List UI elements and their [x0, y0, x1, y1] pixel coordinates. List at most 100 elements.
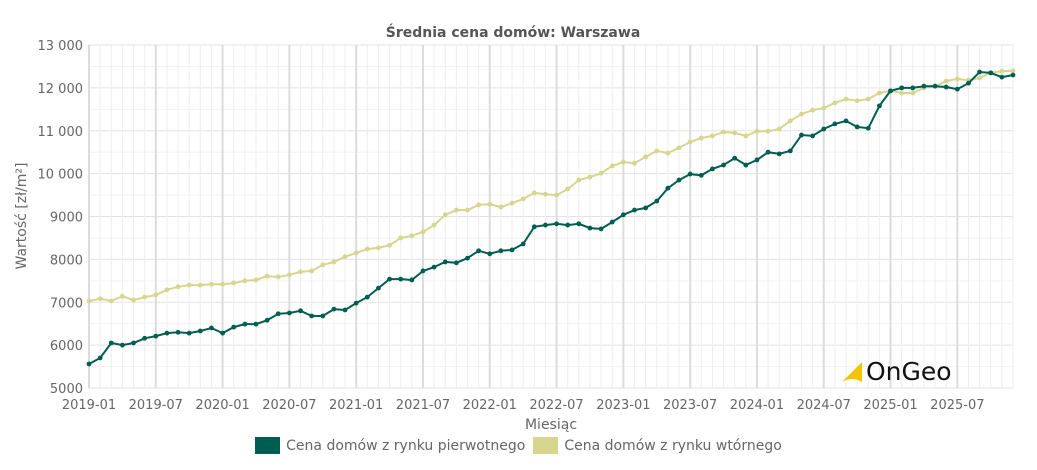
y-tick-label: 12 000 — [38, 82, 84, 97]
data-point — [231, 280, 237, 286]
data-point — [676, 145, 682, 151]
data-point — [409, 277, 415, 283]
data-point — [342, 254, 348, 260]
data-point — [108, 340, 114, 346]
data-point — [732, 130, 738, 136]
data-point — [743, 133, 749, 139]
legend-item-secondary[interactable]: Cena domów z rynku wtórnego — [533, 437, 782, 454]
y-tick-label: 6000 — [50, 339, 83, 354]
data-point — [342, 307, 348, 313]
data-point — [298, 308, 303, 314]
data-point — [776, 126, 782, 132]
legend-label-primary: Cena domów z rynku pierwotnego — [286, 437, 526, 454]
data-point — [598, 170, 604, 176]
data-point — [988, 70, 994, 76]
y-tick-label: 11 000 — [38, 125, 84, 140]
data-point — [587, 225, 593, 231]
data-point — [465, 207, 470, 213]
data-point — [877, 90, 882, 96]
data-point — [376, 245, 381, 251]
data-point — [654, 198, 660, 204]
data-point — [97, 296, 103, 302]
data-point — [520, 196, 526, 202]
data-point — [197, 282, 203, 288]
data-point — [943, 78, 949, 84]
legend-swatch-primary — [255, 437, 281, 454]
data-point — [587, 174, 593, 180]
data-point — [231, 324, 237, 330]
data-point — [131, 340, 136, 346]
data-point — [609, 219, 615, 225]
x-tick-label: 2025-01 — [863, 398, 917, 413]
x-axis-ticks: 2019-01 2019-07 2020-01 2020-07 2021-01 2021-… — [62, 398, 985, 413]
data-point — [498, 204, 504, 210]
data-point — [175, 284, 181, 290]
data-point — [821, 105, 827, 111]
data-point — [197, 328, 203, 334]
ongeo-logo: OnGeo — [840, 357, 952, 386]
data-point — [476, 202, 482, 208]
data-point — [899, 85, 905, 91]
data-point — [286, 310, 292, 316]
data-point — [821, 126, 827, 132]
data-point — [331, 259, 337, 265]
x-tick-label: 2022-01 — [463, 398, 517, 413]
data-point — [97, 355, 103, 361]
data-point — [776, 151, 782, 157]
y-tick-label: 8000 — [50, 253, 83, 268]
legend: Cena domów z rynku pierwotnego Cena domó… — [0, 437, 1037, 454]
data-point — [565, 186, 571, 192]
data-point — [1010, 68, 1016, 74]
data-point — [164, 330, 170, 336]
x-tick-label: 2019-07 — [129, 398, 183, 413]
data-point — [877, 103, 882, 109]
data-point — [387, 242, 392, 248]
data-point — [331, 306, 337, 312]
data-point — [543, 222, 548, 228]
data-point — [398, 276, 404, 282]
y-tick-label: 13 000 — [38, 39, 84, 54]
data-point — [264, 317, 270, 323]
data-point — [765, 128, 771, 134]
x-tick-label: 2022-07 — [529, 398, 583, 413]
data-point — [209, 325, 214, 331]
data-point — [142, 294, 148, 300]
data-point — [431, 264, 437, 270]
data-point — [687, 139, 693, 145]
x-tick-label: 2020-07 — [262, 398, 316, 413]
x-tick-label: 2024-07 — [797, 398, 851, 413]
data-point — [275, 311, 281, 317]
data-point — [732, 155, 738, 161]
series-line — [88, 70, 1014, 365]
data-point — [364, 294, 370, 300]
logo-text: OnGeo — [866, 357, 952, 386]
data-point — [442, 259, 448, 265]
data-point — [754, 128, 760, 134]
data-point — [643, 205, 649, 211]
x-tick-label: 2024-01 — [730, 398, 784, 413]
y-tick-label: 7000 — [50, 296, 83, 311]
data-point — [654, 148, 660, 154]
legend-item-primary[interactable]: Cena domów z rynku pierwotnego — [255, 437, 525, 454]
x-tick-label: 2021-07 — [396, 398, 450, 413]
series-primary — [86, 69, 1016, 367]
data-point — [320, 313, 326, 319]
x-tick-label: 2021-01 — [329, 398, 383, 413]
data-point — [843, 96, 849, 102]
data-point — [921, 83, 927, 89]
data-point — [854, 98, 860, 104]
data-point — [353, 300, 359, 306]
data-point — [899, 90, 905, 96]
data-point — [286, 272, 292, 278]
data-point — [209, 281, 214, 287]
data-point — [810, 107, 816, 113]
data-point — [710, 133, 715, 139]
data-point — [554, 192, 559, 198]
data-point — [420, 268, 426, 274]
data-point — [977, 69, 983, 75]
data-point — [743, 162, 749, 168]
data-point — [721, 129, 726, 135]
data-point — [565, 222, 571, 228]
data-point — [242, 278, 248, 284]
